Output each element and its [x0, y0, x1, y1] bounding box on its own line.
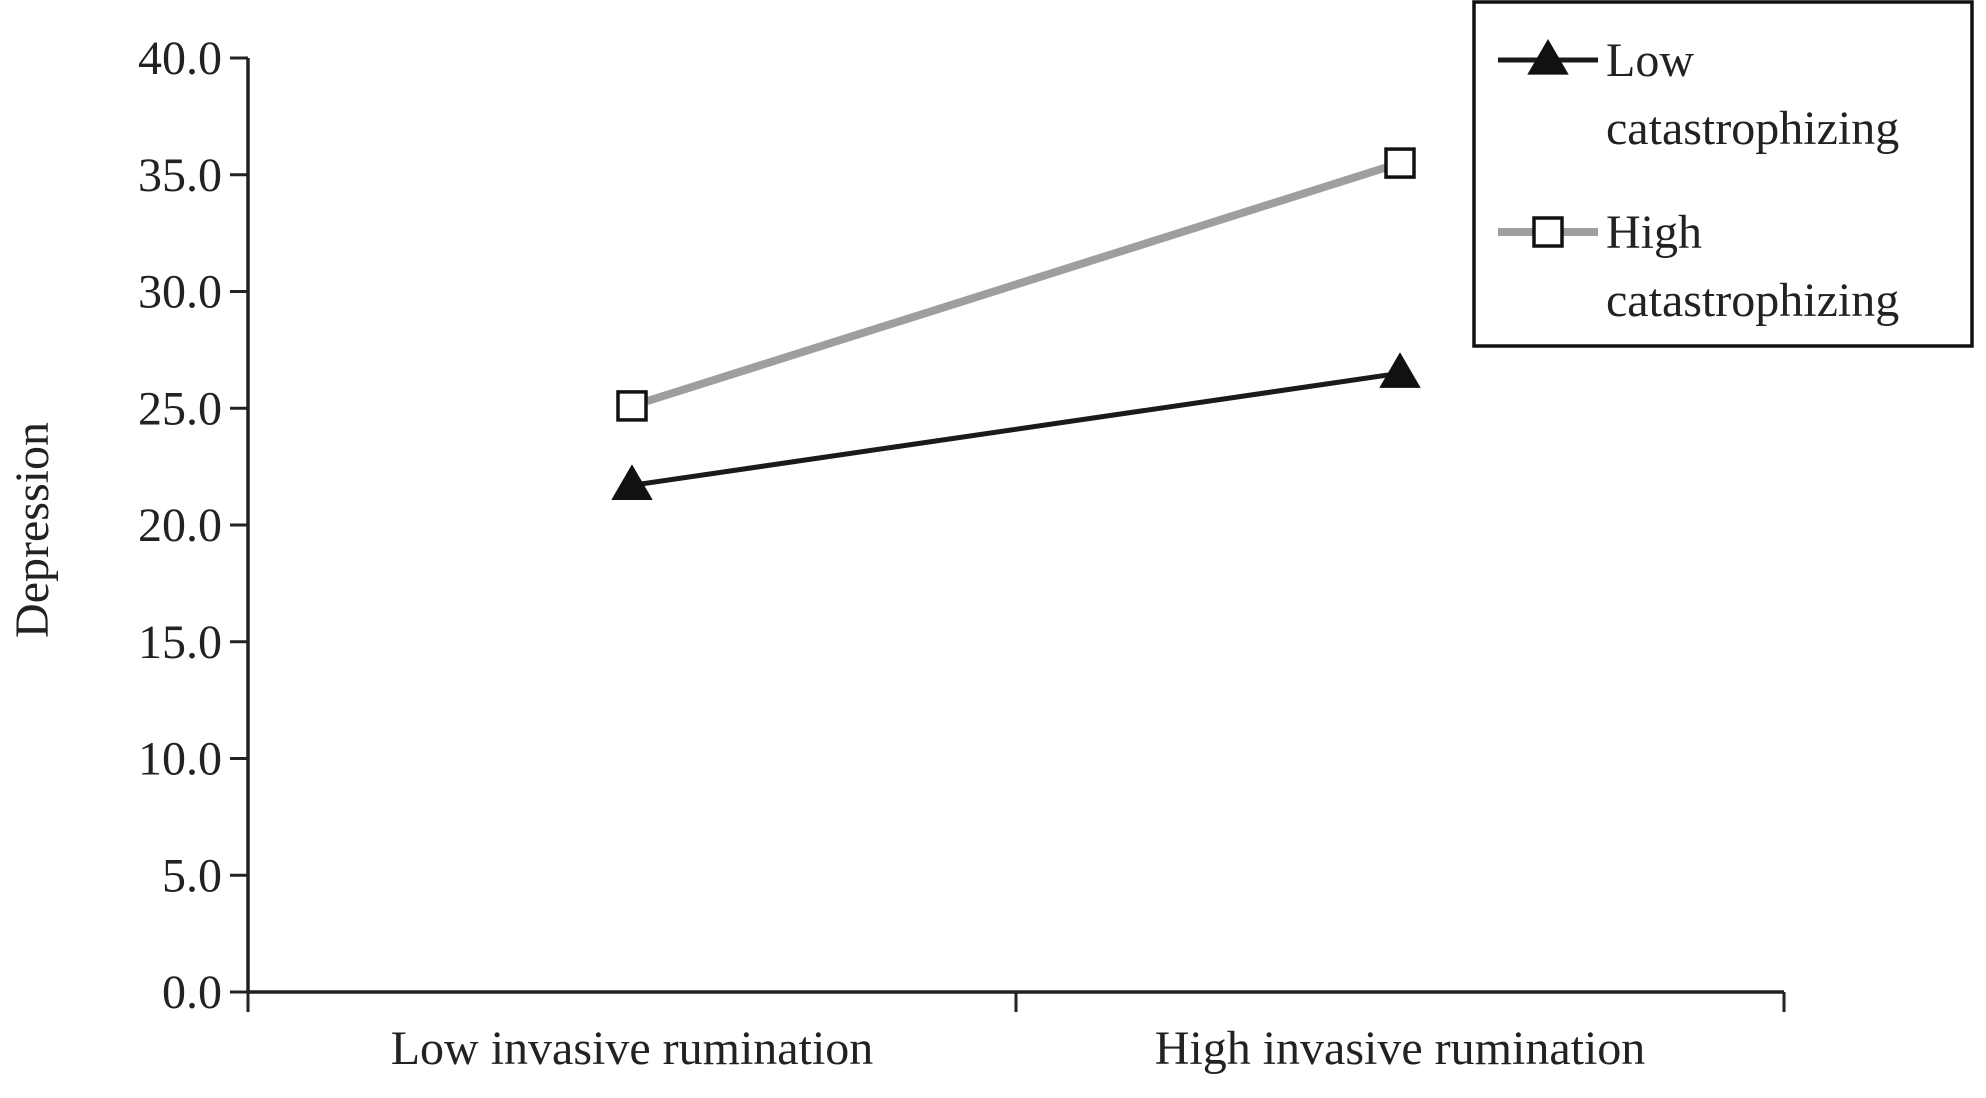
y-tick-label: 40.0 [138, 32, 222, 85]
y-tick-label: 20.0 [138, 499, 222, 552]
x-tick-label: Low invasive rumination [391, 1022, 874, 1075]
legend-label: catastrophizing [1606, 274, 1899, 327]
y-tick-label: 5.0 [162, 849, 222, 902]
data-point [1384, 147, 1416, 179]
legend: Low catastrophizing High catastrophizing [1472, 0, 1974, 348]
legend-entry-1: Low catastrophizing [1498, 34, 1899, 155]
y-tick-label: 0.0 [162, 966, 222, 1019]
y-tick-label: 15.0 [138, 616, 222, 669]
x-tick-label: High invasive rumination [1155, 1022, 1646, 1075]
y-tick-label: 10.0 [138, 733, 222, 786]
y-tick-label: 35.0 [138, 149, 222, 202]
series-1 [611, 352, 1421, 500]
data-point [611, 464, 653, 500]
series-line [630, 159, 1402, 410]
legend-swatch-marker [1527, 39, 1569, 75]
series-2 [616, 147, 1416, 422]
legend-box [1472, 0, 1974, 348]
y-axis-title: Depression [6, 422, 59, 638]
data-point [1379, 352, 1421, 388]
legend-label: catastrophizing [1606, 102, 1899, 155]
y-tick-label: 30.0 [138, 266, 222, 319]
series-line [631, 370, 1401, 488]
legend-swatch-marker [1532, 216, 1564, 248]
legend-label: Low [1606, 34, 1694, 87]
x-axis: Low invasive rumination High invasive rum… [246, 990, 1786, 1075]
series-layer [611, 147, 1421, 500]
legend-label: High [1606, 206, 1702, 259]
y-axis: 0.0 5.0 10.0 15.0 20.0 25.0 30.0 35.0 40.0 [138, 32, 250, 1019]
data-point [616, 390, 648, 422]
legend-entry-2: High catastrophizing [1498, 206, 1899, 327]
y-tick-label: 25.0 [138, 382, 222, 435]
